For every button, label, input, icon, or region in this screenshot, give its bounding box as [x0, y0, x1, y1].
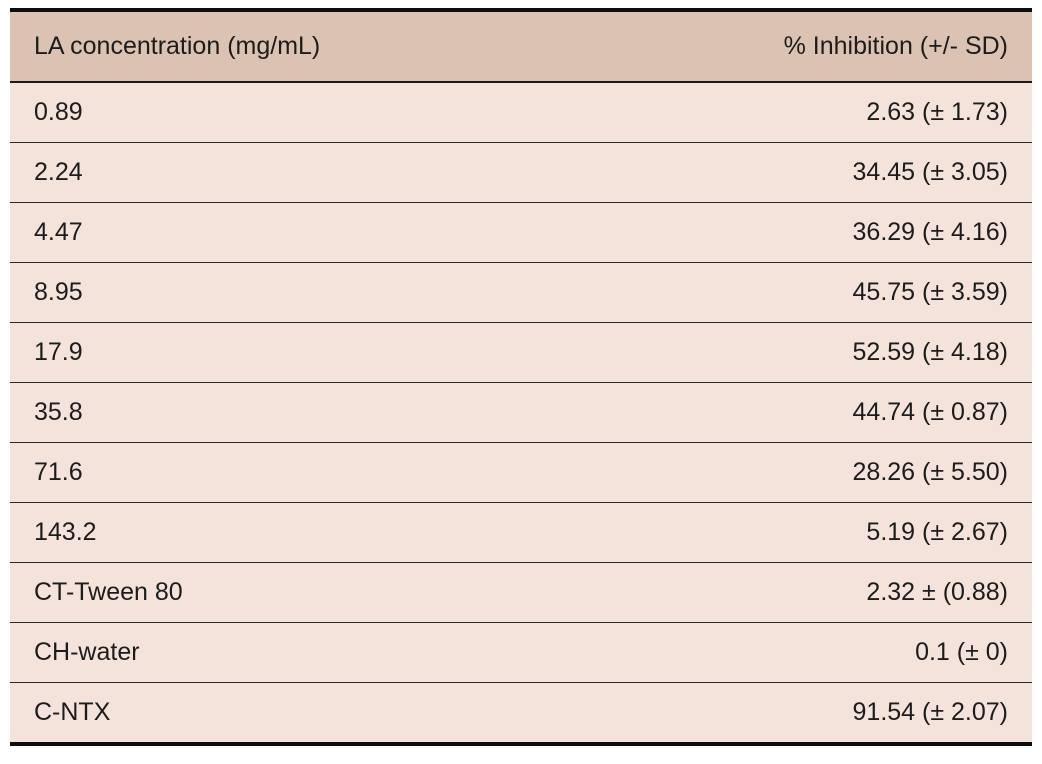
concentration-cell: 143.2: [10, 502, 568, 563]
inhibition-cell: 44.74 (± 0.87): [567, 382, 1032, 443]
concentration-cell: 4.47: [10, 202, 568, 263]
concentration-cell: 17.9: [10, 322, 568, 383]
inhibition-cell: 2.63 (± 1.73): [567, 82, 1032, 143]
column-header-inhibition: % Inhibition (+/- SD): [567, 10, 1032, 83]
inhibition-cell: 28.26 (± 5.50): [567, 442, 1032, 503]
table-row: 0.89 2.63 (± 1.73): [10, 82, 1032, 143]
table-row: 8.95 45.75 (± 3.59): [10, 262, 1032, 323]
concentration-cell: 35.8: [10, 382, 568, 443]
table-row: 35.8 44.74 (± 0.87): [10, 382, 1032, 443]
concentration-cell: 0.89: [10, 82, 568, 143]
table-row: 143.2 5.19 (± 2.67): [10, 502, 1032, 563]
concentration-cell: CH-water: [10, 622, 568, 683]
concentration-cell: 8.95: [10, 262, 568, 323]
table-row: 71.6 28.26 (± 5.50): [10, 442, 1032, 503]
concentration-cell: 71.6: [10, 442, 568, 503]
inhibition-cell: 91.54 (± 2.07): [567, 682, 1032, 744]
inhibition-cell: 34.45 (± 3.05): [567, 142, 1032, 203]
table-row: 2.24 34.45 (± 3.05): [10, 142, 1032, 203]
column-header-concentration: LA concentration (mg/mL): [10, 10, 568, 83]
table-row: C-NTX 91.54 (± 2.07): [10, 682, 1032, 744]
table-row: 4.47 36.29 (± 4.16): [10, 202, 1032, 263]
table-header-row: LA concentration (mg/mL) % Inhibition (+…: [10, 10, 1032, 83]
table-body: 0.89 2.63 (± 1.73) 2.24 34.45 (± 3.05) 4.47 3…: [10, 82, 1032, 744]
inhibition-cell: 52.59 (± 4.18): [567, 322, 1032, 383]
inhibition-table: LA concentration (mg/mL) % Inhibition (+…: [10, 8, 1032, 746]
inhibition-cell: 5.19 (± 2.67): [567, 502, 1032, 563]
table-row: 17.9 52.59 (± 4.18): [10, 322, 1032, 383]
concentration-cell: C-NTX: [10, 682, 568, 744]
inhibition-cell: 45.75 (± 3.59): [567, 262, 1032, 323]
concentration-cell: CT-Tween 80: [10, 562, 568, 623]
table-row: CT-Tween 80 2.32 ± (0.88): [10, 562, 1032, 623]
inhibition-cell: 36.29 (± 4.16): [567, 202, 1032, 263]
inhibition-cell: 2.32 ± (0.88): [567, 562, 1032, 623]
concentration-cell: 2.24: [10, 142, 568, 203]
inhibition-cell: 0.1 (± 0): [567, 622, 1032, 683]
table-row: CH-water 0.1 (± 0): [10, 622, 1032, 683]
